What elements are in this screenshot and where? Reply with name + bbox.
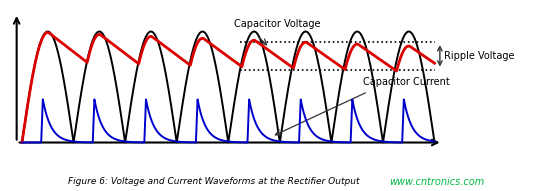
Text: Capacitor Voltage: Capacitor Voltage [234,19,321,29]
Text: Ripple Voltage: Ripple Voltage [444,51,515,61]
Text: Capacitor Current: Capacitor Current [363,77,449,87]
Text: Figure 6: Voltage and Current Waveforms at the Rectifier Output: Figure 6: Voltage and Current Waveforms … [68,177,360,186]
Text: www.cntronics.com: www.cntronics.com [389,177,485,187]
